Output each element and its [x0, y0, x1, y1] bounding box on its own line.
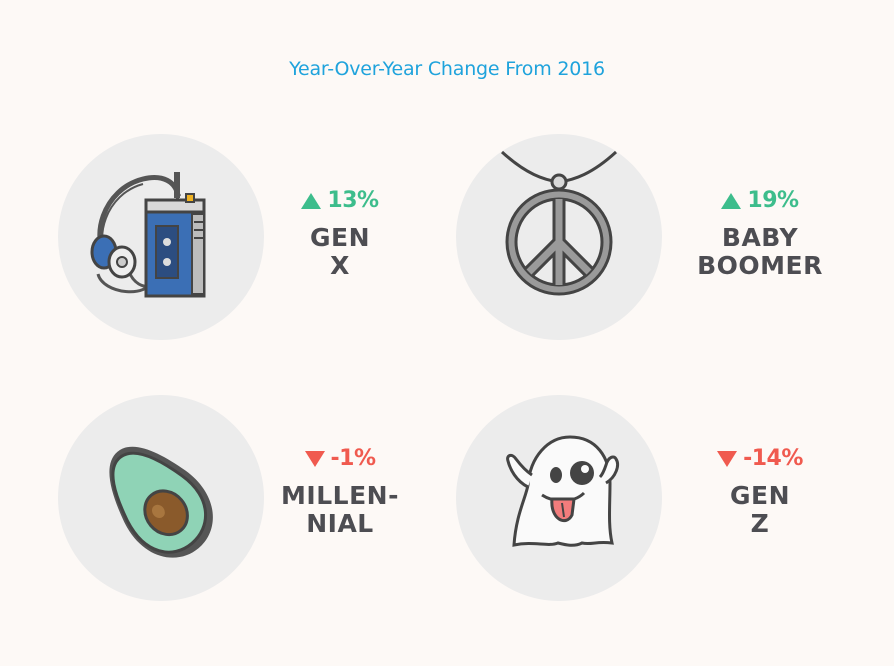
ghost-icon: [456, 395, 662, 601]
label-line-1: BABY: [721, 223, 799, 252]
change-value: -1%: [260, 446, 420, 472]
down-arrow-icon: [717, 451, 738, 467]
label-line-2: NIAL: [306, 509, 374, 538]
peace-necklace-icon: [456, 134, 662, 340]
change-text: 13%: [327, 188, 379, 213]
label-line-2: BOOMER: [697, 251, 823, 280]
label-line-2: Z: [750, 509, 770, 538]
page-title: Year-Over-Year Change From 2016: [289, 58, 605, 80]
change-value: 19%: [680, 188, 840, 214]
stat-baby-boomer: 19% BABY BOOMER: [680, 188, 840, 280]
up-arrow-icon: [721, 193, 742, 209]
generation-label: GEN X: [260, 224, 420, 280]
walkman-icon: [58, 134, 264, 340]
generation-label: MILLEN- NIAL: [260, 482, 420, 538]
down-arrow-icon: [304, 451, 325, 467]
generation-label: BABY BOOMER: [680, 224, 840, 280]
label-line-2: X: [330, 251, 350, 280]
stat-gen-z: -14% GEN Z: [680, 446, 840, 538]
change-value: 13%: [260, 188, 420, 214]
avocado-icon: [58, 395, 264, 601]
change-text: 19%: [747, 188, 799, 213]
change-text: -1%: [330, 446, 376, 471]
change-text: -14%: [743, 446, 803, 471]
up-arrow-icon: [301, 193, 322, 209]
change-value: -14%: [680, 446, 840, 472]
label-line-1: GEN: [309, 223, 371, 252]
stat-millennial: -1% MILLEN- NIAL: [260, 446, 420, 538]
generation-label: GEN Z: [680, 482, 840, 538]
stat-gen-x: 13% GEN X: [260, 188, 420, 280]
label-line-1: GEN: [729, 481, 791, 510]
label-line-1: MILLEN-: [281, 481, 399, 510]
